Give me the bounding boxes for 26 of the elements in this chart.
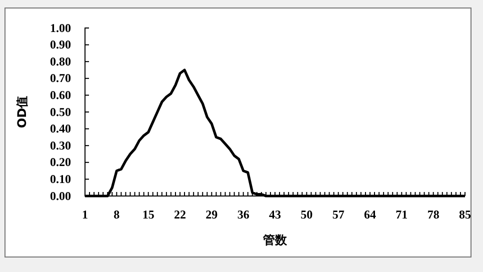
y-axis-title: OD值	[15, 96, 29, 128]
y-tick-label: 0.80	[50, 54, 71, 68]
x-tick-label: 36	[237, 208, 250, 222]
y-tick-label: 0.40	[50, 122, 71, 136]
x-tick-label: 43	[269, 208, 281, 222]
y-tick-label: 0.00	[50, 188, 71, 203]
x-tick-label: 1	[82, 208, 88, 222]
y-tick-label: 0.90	[50, 38, 71, 52]
x-tick-label: 57	[332, 208, 344, 222]
x-tick-label: 64	[364, 208, 376, 222]
x-tick-label: 8	[114, 208, 120, 222]
y-tick-label: 0.50	[50, 104, 71, 119]
y-tick-label: 1.00	[50, 20, 71, 35]
x-tick-label: 78	[427, 208, 440, 222]
x-tick-label: 71	[396, 208, 408, 222]
x-tick-label: 29	[206, 208, 218, 222]
x-tick-label: 15	[142, 208, 154, 222]
x-tick-label: 85	[459, 208, 471, 222]
y-tick-label: 0.30	[50, 138, 71, 152]
y-tick-label: 0.70	[50, 71, 71, 86]
x-tick-label: 22	[174, 208, 186, 222]
y-tick-label: 0.60	[50, 88, 71, 102]
x-axis-title: 管数	[262, 233, 288, 247]
y-tick-label: 0.20	[50, 155, 71, 170]
x-tick-label: 50	[300, 208, 313, 222]
y-tick-label: 0.10	[50, 172, 71, 186]
